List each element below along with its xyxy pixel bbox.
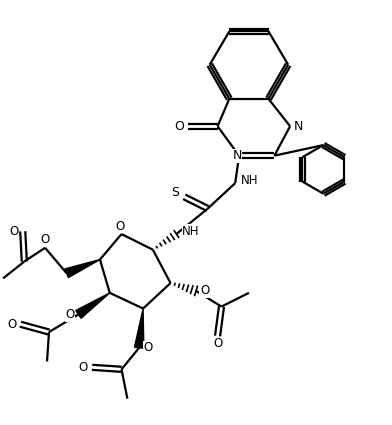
- Text: O: O: [79, 361, 88, 374]
- Polygon shape: [65, 260, 100, 278]
- Text: O: O: [115, 220, 124, 233]
- Text: O: O: [200, 284, 209, 297]
- Text: O: O: [213, 337, 222, 350]
- Text: S: S: [172, 186, 180, 198]
- Text: N: N: [294, 120, 303, 133]
- Polygon shape: [134, 309, 144, 348]
- Polygon shape: [76, 293, 110, 318]
- Text: O: O: [143, 341, 152, 354]
- Text: NH: NH: [182, 225, 200, 238]
- Text: N: N: [232, 149, 242, 162]
- Text: NH: NH: [241, 174, 258, 187]
- Text: O: O: [65, 308, 74, 321]
- Text: O: O: [7, 318, 16, 331]
- Text: O: O: [174, 120, 185, 133]
- Text: O: O: [9, 225, 19, 238]
- Text: O: O: [40, 233, 50, 246]
